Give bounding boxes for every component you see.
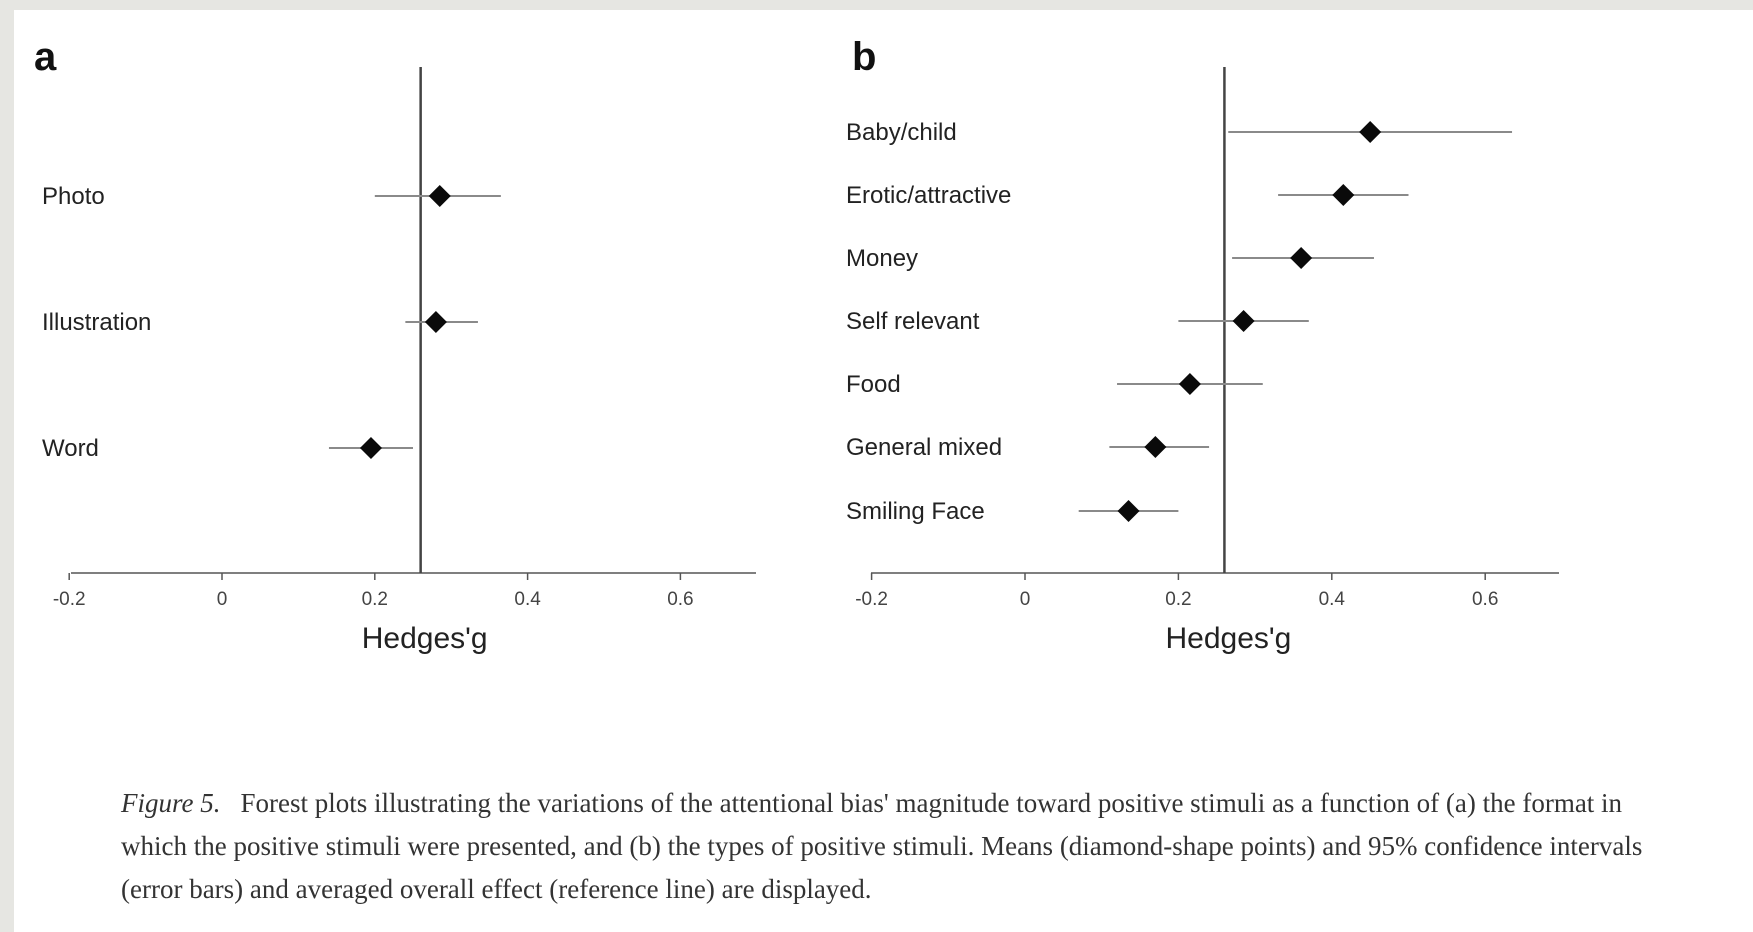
mean-diamond <box>1290 247 1313 269</box>
x-tick-label: -0.2 <box>855 589 888 610</box>
category-label: General mixed <box>846 434 1002 461</box>
category-label: Baby/child <box>846 119 957 146</box>
category-label: Self relevant <box>846 308 980 335</box>
x-tick-label: -0.2 <box>53 589 86 610</box>
mean-diamond <box>1117 500 1140 522</box>
mean-diamond <box>1178 373 1201 395</box>
x-axis-title: Hedges'g <box>1166 622 1292 655</box>
category-label: Word <box>42 435 99 462</box>
x-tick-label: 0 <box>1020 589 1031 610</box>
x-tick-label: 0 <box>217 589 228 610</box>
category-label: Money <box>846 245 918 272</box>
forest-plots: a -0.2 0 0.2 0.4 0.6 Hedges'g Photo Illustration… <box>34 35 1559 655</box>
mean-diamond <box>1359 121 1382 143</box>
category-label: Photo <box>42 183 105 210</box>
figure-caption: Figure 5. Forest plots illustrating the v… <box>121 782 1681 911</box>
x-tick-label: 0.2 <box>362 589 388 610</box>
figure-card: a -0.2 0 0.2 0.4 0.6 Hedges'g Photo Illustration… <box>14 10 1753 932</box>
mean-diamond <box>1232 310 1255 332</box>
x-tick-label: 0.4 <box>1319 589 1346 610</box>
category-label: Smiling Face <box>846 498 985 525</box>
mean-diamond <box>1144 436 1167 458</box>
mean-diamond <box>428 185 451 207</box>
mean-diamond <box>424 311 447 333</box>
x-tick-label: 0.6 <box>1472 589 1498 610</box>
panel-letter: a <box>34 35 57 79</box>
category-label: Erotic/attractive <box>846 182 1011 209</box>
mean-diamond <box>1332 184 1355 206</box>
x-tick-label: 0.2 <box>1165 589 1191 610</box>
x-axis-title: Hedges'g <box>362 622 488 655</box>
panel-b: b -0.2 0 0.2 0.4 0.6 Hedges'g Baby/child Erotic/… <box>846 35 1559 655</box>
caption-text: Forest plots illustrating the variations… <box>121 788 1643 904</box>
panel-a: a -0.2 0 0.2 0.4 0.6 Hedges'g Photo Illustration… <box>34 35 756 655</box>
x-tick-label: 0.6 <box>667 589 693 610</box>
x-tick-label: 0.4 <box>514 589 541 610</box>
caption-label: Figure 5. <box>121 788 221 818</box>
mean-diamond <box>359 437 382 459</box>
category-label: Food <box>846 371 901 398</box>
panel-letter: b <box>852 35 876 79</box>
category-label: Illustration <box>42 309 151 336</box>
